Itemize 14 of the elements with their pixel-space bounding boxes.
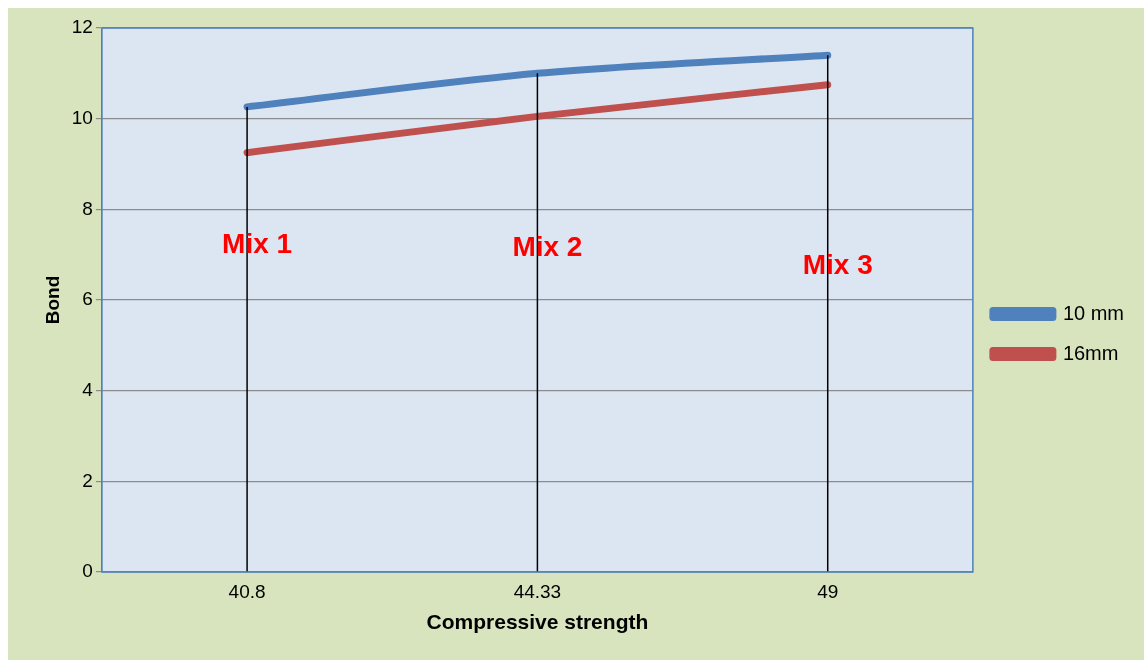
x-axis-title: Compressive strength — [426, 610, 649, 634]
y-tick-label: 2 — [82, 469, 93, 491]
y-tick-label: 12 — [71, 16, 93, 38]
x-tick-label: 40.8 — [228, 580, 266, 602]
legend-label: 10 mm — [1062, 301, 1124, 324]
y-tick-label: 10 — [71, 106, 93, 128]
y-tick-label: 0 — [82, 560, 93, 582]
x-tick-label: 49 — [817, 580, 839, 602]
y-axis-title: Bond — [41, 275, 63, 325]
y-tick-label: 4 — [82, 378, 94, 400]
y-tick-label: 6 — [82, 288, 93, 310]
y-tick-label: 8 — [82, 197, 93, 219]
x-tick-label: 44.33 — [513, 580, 562, 602]
legend-label: 16mm — [1062, 341, 1119, 364]
